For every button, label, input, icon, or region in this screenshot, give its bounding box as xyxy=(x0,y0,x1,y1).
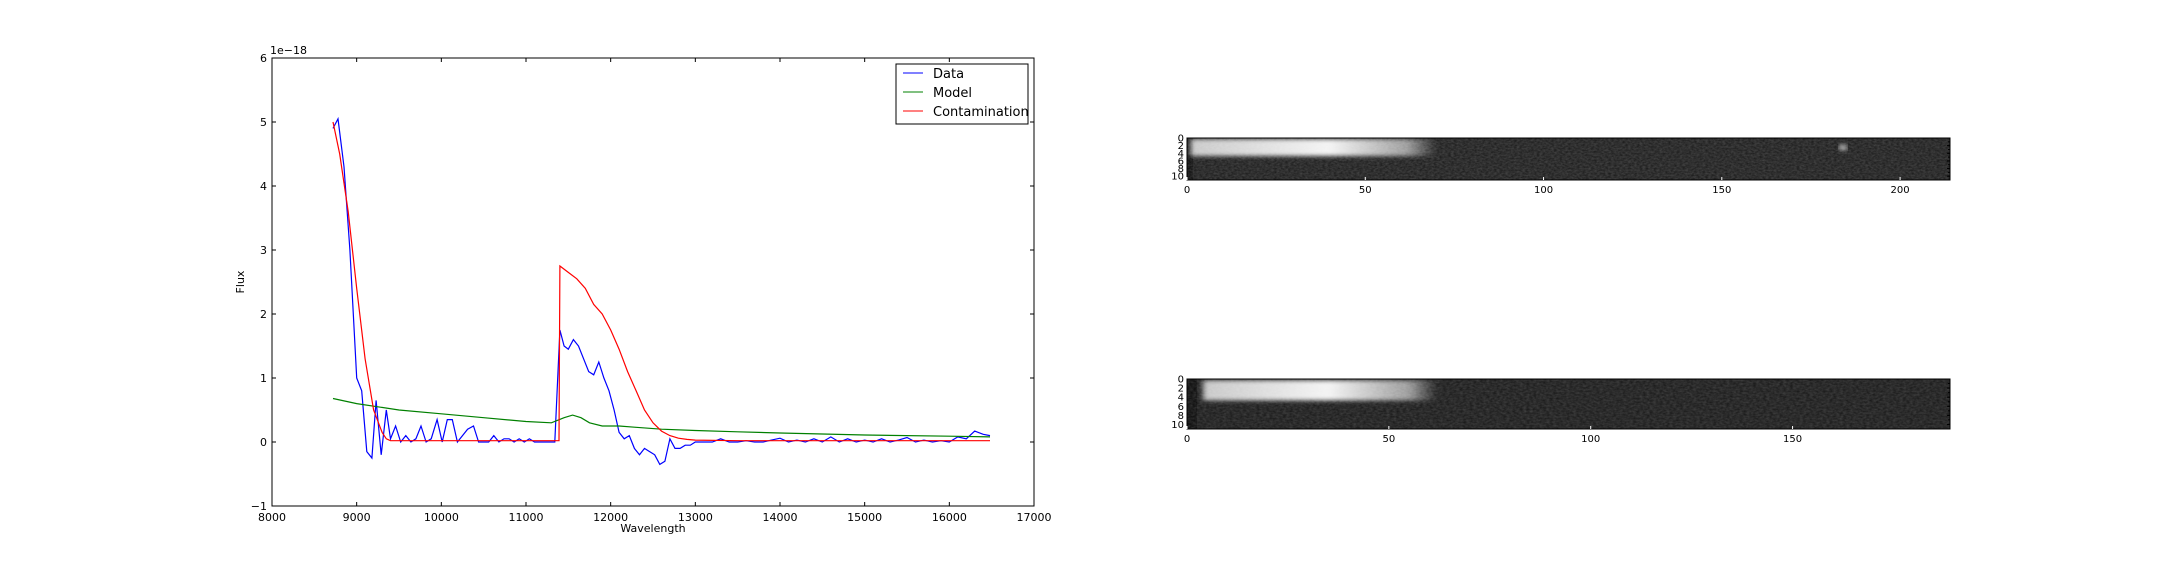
image-x-tick-label: 50 xyxy=(1359,185,1372,196)
image-frame xyxy=(1186,378,1951,430)
x-tick-label: 13000 xyxy=(678,511,713,524)
spectrum-chart: 8000 9000 10000 11000 12000 13000 14000 15000 16… xyxy=(234,44,1052,535)
x-tick-label: 8000 xyxy=(258,511,286,524)
image-frame xyxy=(1186,137,1951,181)
y-tick-label: 5 xyxy=(260,116,267,129)
series-line-model xyxy=(332,397,991,438)
image-y-tick-label: 8 xyxy=(1178,411,1184,422)
x-tick-label: 11000 xyxy=(509,511,544,524)
y-tick-label: 2 xyxy=(260,308,267,321)
image-x-tick-label: 0 xyxy=(1184,434,1190,445)
legend: Data Model Contamination xyxy=(895,63,1029,125)
x-tick-label: 17000 xyxy=(1017,511,1052,524)
y-offset-label: 1e−18 xyxy=(270,44,307,57)
series-line-contamination xyxy=(332,121,990,442)
image-y-tick-label: 6 xyxy=(1178,402,1184,413)
y-tick-label: −1 xyxy=(251,500,267,513)
x-tick-label: 14000 xyxy=(763,511,798,524)
x-tick-label: 16000 xyxy=(932,511,967,524)
spectral-trace xyxy=(1190,139,1437,156)
y-axis-label: Flux xyxy=(234,270,247,293)
image-x-tick-label: 150 xyxy=(1783,434,1802,445)
x-tick-label: 15000 xyxy=(847,511,882,524)
image-y-tick-label: 4 xyxy=(1178,393,1184,404)
image-x-tick-label: 100 xyxy=(1534,185,1553,196)
image-y-tick-label: 10 xyxy=(1171,172,1184,183)
image-x-tick-label: 0 xyxy=(1184,185,1190,196)
image-y-tick-label: 2 xyxy=(1178,141,1184,152)
x-tick-label: 12000 xyxy=(593,511,628,524)
bright-spot xyxy=(1839,144,1848,151)
legend-label-contamination: Contamination xyxy=(933,105,1029,120)
y-tick-label: 0 xyxy=(260,436,267,449)
image-y-tick-label: 4 xyxy=(1178,149,1184,160)
image-x-tick-label: 100 xyxy=(1581,434,1600,445)
plot-background xyxy=(272,58,1034,506)
legend-frame xyxy=(895,63,1029,125)
x-axis-label: Wavelength xyxy=(620,522,685,535)
legend-label-data: Data xyxy=(933,67,964,82)
y-tick-label: 1 xyxy=(260,372,267,385)
image-y-tick-label: 0 xyxy=(1178,134,1184,145)
image-x-tick-label: 150 xyxy=(1712,185,1731,196)
image-y-tick-label: 8 xyxy=(1178,164,1184,175)
y-tick-label: 6 xyxy=(260,52,267,65)
image-y-tick-label: 0 xyxy=(1178,375,1184,386)
image-x-tick-label: 200 xyxy=(1891,185,1910,196)
image-y-tick-label: 2 xyxy=(1178,384,1184,395)
spectral-trace xyxy=(1203,380,1438,401)
image-y-tick-label: 10 xyxy=(1171,420,1184,431)
y-tick-label: 3 xyxy=(260,244,267,257)
x-tick-label: 10000 xyxy=(424,511,459,524)
plot-frame xyxy=(271,57,1035,507)
y-tick-label: 4 xyxy=(260,180,267,193)
x-tick-label: 9000 xyxy=(343,511,371,524)
legend-label-model: Model xyxy=(933,86,972,101)
image-x-tick-label: 50 xyxy=(1382,434,1395,445)
image-y-tick-label: 6 xyxy=(1178,156,1184,167)
